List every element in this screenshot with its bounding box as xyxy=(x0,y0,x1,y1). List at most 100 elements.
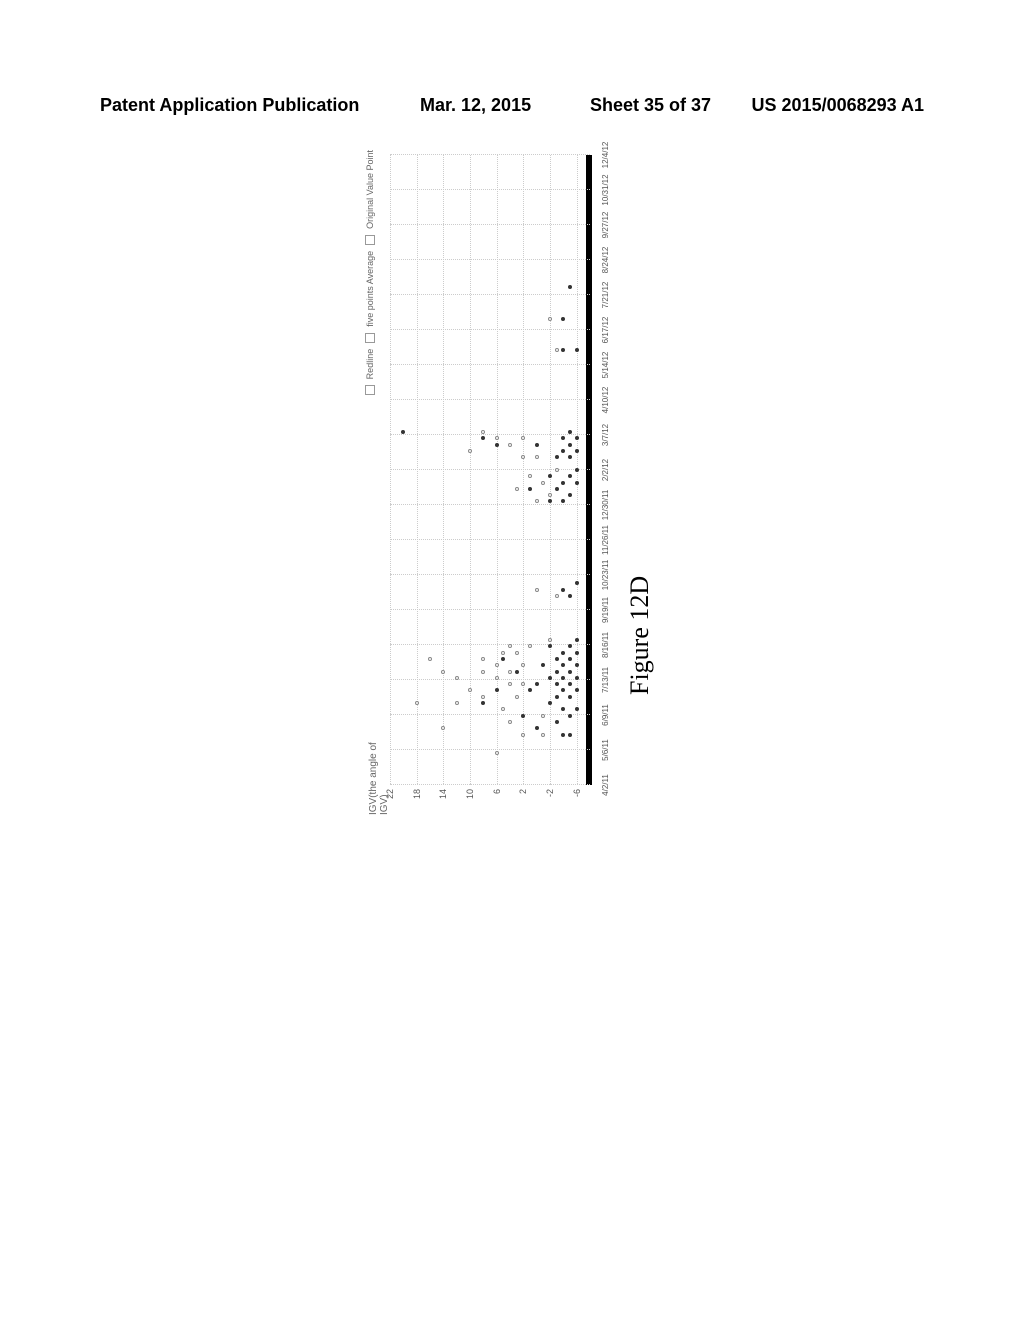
grid-line-v xyxy=(390,294,590,295)
grid-line-v xyxy=(390,469,590,470)
scatter-point xyxy=(541,663,545,667)
scatter-point xyxy=(455,701,459,705)
scatter-point xyxy=(508,720,512,724)
legend-item-2: five points Average xyxy=(365,251,375,327)
scatter-point xyxy=(568,285,572,289)
x-tick-label: 8/16/11 xyxy=(601,632,610,658)
scatter-point xyxy=(575,449,579,453)
x-tick-label: 10/31/12 xyxy=(601,174,610,205)
scatter-point xyxy=(575,581,579,585)
x-axis-bar xyxy=(586,155,592,785)
scatter-point xyxy=(468,449,472,453)
scatter-point xyxy=(441,670,445,674)
grid-line-v xyxy=(390,434,590,435)
scatter-point xyxy=(575,651,579,655)
scatter-point xyxy=(548,317,552,321)
scatter-point xyxy=(548,676,552,680)
x-tick-label: 11/26/11 xyxy=(601,525,610,555)
scatter-point xyxy=(535,726,539,730)
scatter-point xyxy=(555,468,559,472)
scatter-point xyxy=(515,695,519,699)
scatter-point xyxy=(535,443,539,447)
grid-line-v xyxy=(390,154,590,155)
scatter-point xyxy=(508,670,512,674)
scatter-chart: IGV(the angle of IGV) Redline five point… xyxy=(370,145,630,815)
legend-item-3: Original Value Point xyxy=(365,150,375,229)
y-tick-label: 18 xyxy=(412,789,422,807)
scatter-point xyxy=(548,493,552,497)
scatter-point xyxy=(508,682,512,686)
header-date: Mar. 12, 2015 xyxy=(420,95,531,116)
scatter-point xyxy=(521,682,525,686)
scatter-point xyxy=(575,481,579,485)
scatter-point xyxy=(521,714,525,718)
scatter-point xyxy=(521,455,525,459)
scatter-point xyxy=(561,317,565,321)
x-tick-label: 2/2/12 xyxy=(601,459,610,481)
scatter-point xyxy=(555,348,559,352)
scatter-point xyxy=(521,733,525,737)
grid-line-v xyxy=(390,749,590,750)
grid-line-v xyxy=(390,609,590,610)
scatter-point xyxy=(575,663,579,667)
x-tick-label: 7/21/12 xyxy=(601,282,610,309)
scatter-point xyxy=(555,455,559,459)
scatter-point xyxy=(515,670,519,674)
grid-line-v xyxy=(390,224,590,225)
header-left: Patent Application Publication xyxy=(100,95,359,116)
scatter-point xyxy=(455,676,459,680)
grid-line-v xyxy=(390,364,590,365)
scatter-point xyxy=(575,676,579,680)
scatter-point xyxy=(561,437,565,441)
y-tick-label: 14 xyxy=(438,789,448,807)
plot-area: 2218141062-2-64/2/115/6/116/9/117/13/118… xyxy=(390,155,590,785)
scatter-point xyxy=(401,430,405,434)
scatter-point xyxy=(495,752,499,756)
scatter-point xyxy=(568,644,572,648)
scatter-point xyxy=(561,663,565,667)
grid-line-v xyxy=(390,714,590,715)
grid-line-v xyxy=(390,189,590,190)
x-tick-label: 7/13/11 xyxy=(601,667,610,693)
x-tick-label: 12/30/11 xyxy=(601,490,610,521)
scatter-point xyxy=(555,682,559,686)
scatter-point xyxy=(568,733,572,737)
grid-line-h xyxy=(523,155,524,785)
scatter-point xyxy=(568,493,572,497)
x-tick-label: 6/9/11 xyxy=(601,704,610,726)
scatter-point xyxy=(561,449,565,453)
scatter-point xyxy=(575,689,579,693)
y-tick-label: 2 xyxy=(518,789,528,807)
scatter-point xyxy=(555,695,559,699)
x-tick-label: 12/4/12 xyxy=(601,142,610,169)
scatter-point xyxy=(568,430,572,434)
scatter-point xyxy=(561,500,565,504)
scatter-point xyxy=(561,348,565,352)
scatter-point xyxy=(495,663,499,667)
grid-line-h xyxy=(417,155,418,785)
scatter-point xyxy=(575,348,579,352)
y-tick-label: 6 xyxy=(492,789,502,807)
scatter-point xyxy=(508,443,512,447)
x-tick-label: 9/27/12 xyxy=(601,212,610,239)
grid-line-v xyxy=(390,259,590,260)
grid-line-v xyxy=(390,679,590,680)
scatter-point xyxy=(481,657,485,661)
scatter-point xyxy=(561,481,565,485)
scatter-point xyxy=(561,676,565,680)
grid-line-h xyxy=(550,155,551,785)
scatter-point xyxy=(441,726,445,730)
chart-legend: Redline five points Average Original Val… xyxy=(365,150,375,395)
scatter-point xyxy=(561,588,565,592)
grid-line-v xyxy=(390,784,590,785)
scatter-point xyxy=(555,670,559,674)
scatter-point xyxy=(528,487,532,491)
scatter-point xyxy=(495,443,499,447)
scatter-point xyxy=(535,455,539,459)
scatter-point xyxy=(548,644,552,648)
scatter-point xyxy=(481,695,485,699)
scatter-point xyxy=(561,733,565,737)
scatter-point xyxy=(541,481,545,485)
y-tick-label: -2 xyxy=(545,789,555,807)
x-tick-label: 5/14/12 xyxy=(601,352,610,379)
